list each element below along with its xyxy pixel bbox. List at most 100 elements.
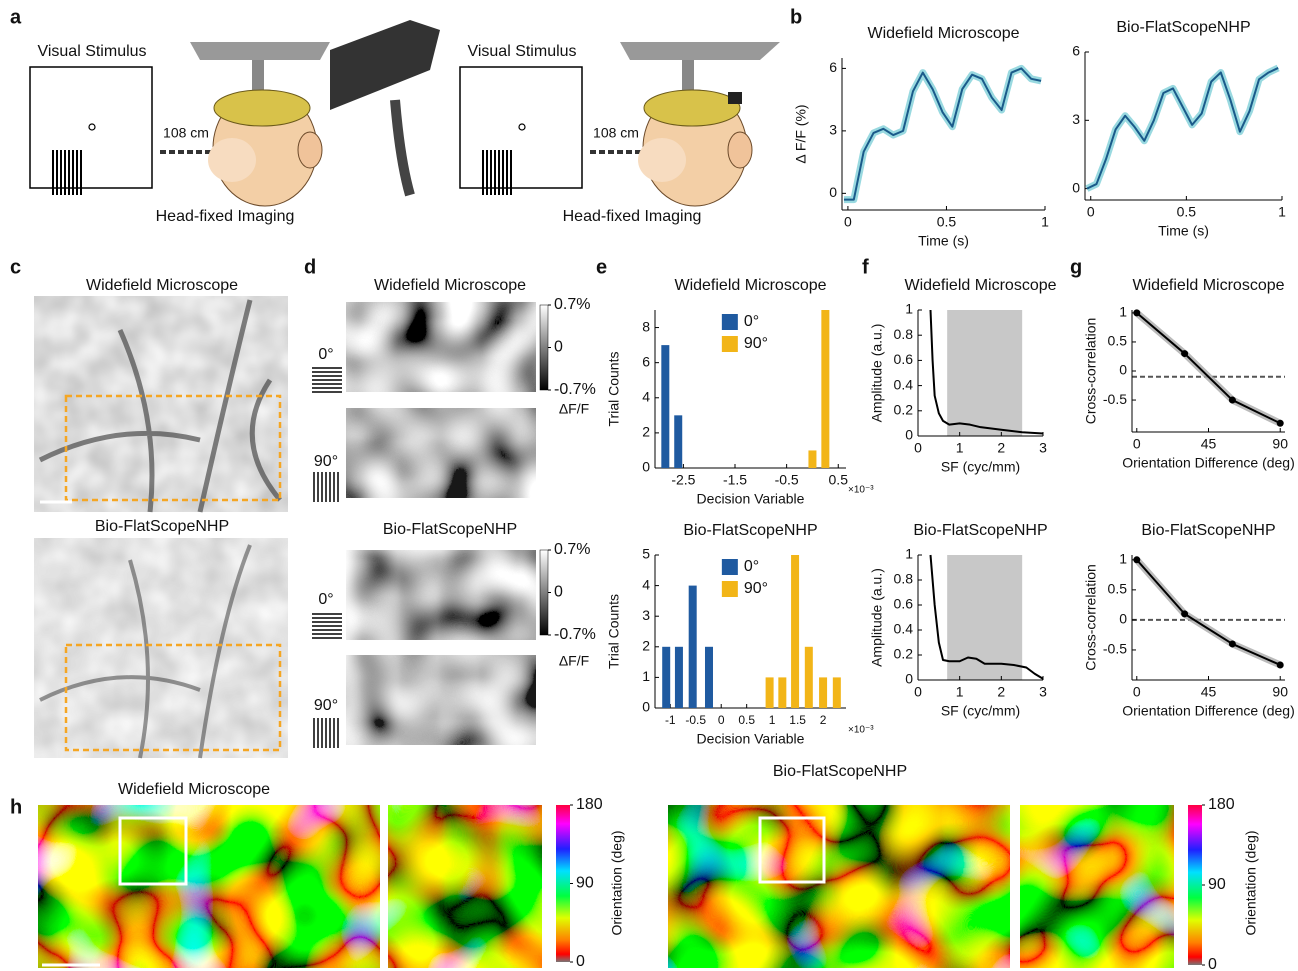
chart-title: Widefield Microscope <box>674 277 826 294</box>
colorbar-tick-label: -0.7% <box>554 381 596 398</box>
monkey-face <box>208 138 256 182</box>
microscope <box>330 20 440 110</box>
colorbar-tick-label: 0 <box>576 953 585 970</box>
panel-letter: g <box>1070 256 1082 278</box>
y-tick-label: 0.8 <box>894 326 914 342</box>
x-tick-label: 2 <box>820 713 827 727</box>
head-post-bar <box>620 42 780 60</box>
error-band <box>1137 313 1280 423</box>
grating-icon <box>312 368 342 392</box>
colorbar-tick-label: 0 <box>554 584 563 601</box>
stimulus-screen <box>460 67 582 188</box>
legend-label: 0° <box>744 558 759 575</box>
chart-title: Bio-FlatScopeNHP <box>1141 522 1275 539</box>
response-map <box>346 408 536 498</box>
stimulus-label: Visual Stimulus <box>37 43 146 60</box>
y-tick-label: 0.4 <box>894 376 914 392</box>
bar <box>661 345 669 468</box>
x-tick-label: 2 <box>997 684 1005 700</box>
x-tick-label: 0 <box>718 713 725 727</box>
shaded-range <box>947 310 1022 436</box>
chart-title: Bio-FlatScopeNHP <box>913 522 1047 539</box>
y-tick-label: 0 <box>829 184 837 200</box>
microscope-cable <box>395 100 410 195</box>
chart-title: Widefield Microscope <box>867 25 1019 42</box>
data-point <box>1181 350 1188 357</box>
y-tick-label: 0 <box>1072 179 1080 195</box>
legend-label: 90° <box>744 335 768 352</box>
x-axis-label: Time (s) <box>1158 223 1209 239</box>
image-title: Widefield Microscope <box>86 277 238 294</box>
y-axis-label: Δ F/F (%) <box>793 104 809 163</box>
x-scale-label: ×10⁻³ <box>848 725 874 736</box>
map-title: Bio-FlatScopeNHP <box>773 763 907 780</box>
bar <box>778 677 786 708</box>
x-tick-label: 0 <box>1087 204 1095 220</box>
y-tick-label: 4 <box>642 576 650 592</box>
data-point <box>1229 397 1236 404</box>
x-tick-label: 0 <box>914 684 922 700</box>
x-tick-label: -2.5 <box>671 472 695 488</box>
y-tick-label: 2 <box>642 424 650 440</box>
y-tick-label: 0 <box>905 671 913 687</box>
panel-letter: h <box>10 796 22 818</box>
y-tick-label: 0.6 <box>894 596 914 612</box>
x-tick-label: 0 <box>844 214 852 230</box>
x-tick-label: 1 <box>956 684 964 700</box>
y-axis-label: Trial Counts <box>606 594 622 669</box>
figure: a b c d e f g h Visual Stimulus 108 cm H… <box>0 0 1298 971</box>
y-tick-label: 1 <box>642 668 650 684</box>
chart-title: Widefield Microscope <box>1132 277 1284 294</box>
x-tick-label: 3 <box>1039 440 1047 456</box>
y-tick-label: 1 <box>1119 304 1127 320</box>
setup-illustration: Visual Stimulus 108 cm Head-fixed Imagin… <box>30 20 440 225</box>
y-tick-label: 0 <box>1119 611 1127 627</box>
data-line <box>1137 560 1280 665</box>
bar <box>689 586 697 708</box>
y-tick-label: 5 <box>642 546 650 562</box>
colorbar-label: ΔF/F <box>559 401 589 417</box>
response-map <box>346 302 536 392</box>
map-title: Widefield Microscope <box>118 781 270 798</box>
y-tick-label: 2 <box>642 638 650 654</box>
x-tick-label: -0.5 <box>685 713 706 727</box>
data-point <box>1133 309 1140 316</box>
zoom-map <box>1020 805 1174 968</box>
colorbar <box>540 550 548 635</box>
bar <box>808 450 816 468</box>
chart-title: Bio-FlatScopeNHP <box>683 522 817 539</box>
y-axis-label: Amplitude (a.u.) <box>869 568 885 667</box>
y-tick-label: 0.2 <box>894 402 914 418</box>
bar <box>674 415 682 468</box>
y-tick-label: 6 <box>1072 43 1080 59</box>
y-axis-label: Amplitude (a.u.) <box>869 324 885 423</box>
bar <box>791 555 799 708</box>
grating-icon <box>314 718 338 748</box>
x-tick-label: -0.5 <box>775 472 799 488</box>
image-title: Widefield Microscope <box>374 277 526 294</box>
cortex-image <box>34 296 288 512</box>
bar <box>766 677 774 708</box>
image-title: Bio-FlatScopeNHP <box>383 521 517 538</box>
colorbar-tick-label: -0.7% <box>554 626 596 643</box>
y-tick-label: 6 <box>829 59 837 75</box>
colorbar-tick-label: 180 <box>1208 796 1235 813</box>
x-tick-label: 1 <box>956 440 964 456</box>
colorbar <box>540 305 548 390</box>
orientation-map <box>668 805 1010 968</box>
y-axis-label: Cross-correlation <box>1083 564 1099 671</box>
data-point <box>1277 420 1284 427</box>
y-tick-label: 6 <box>642 353 650 369</box>
y-tick-label: 0.5 <box>1108 581 1128 597</box>
data-point <box>1277 661 1284 668</box>
legend-swatch <box>722 559 738 575</box>
x-tick-label: 2 <box>997 440 1005 456</box>
bar <box>662 647 670 708</box>
flatscope <box>728 92 742 104</box>
orientation-label: 0° <box>318 346 333 363</box>
orientation-label: 90° <box>314 453 338 470</box>
colorbar-tick-label: 0.7% <box>554 296 590 313</box>
x-axis-label: Orientation Difference (deg) <box>1122 703 1295 719</box>
data-point <box>1181 610 1188 617</box>
legend-swatch <box>722 336 738 352</box>
